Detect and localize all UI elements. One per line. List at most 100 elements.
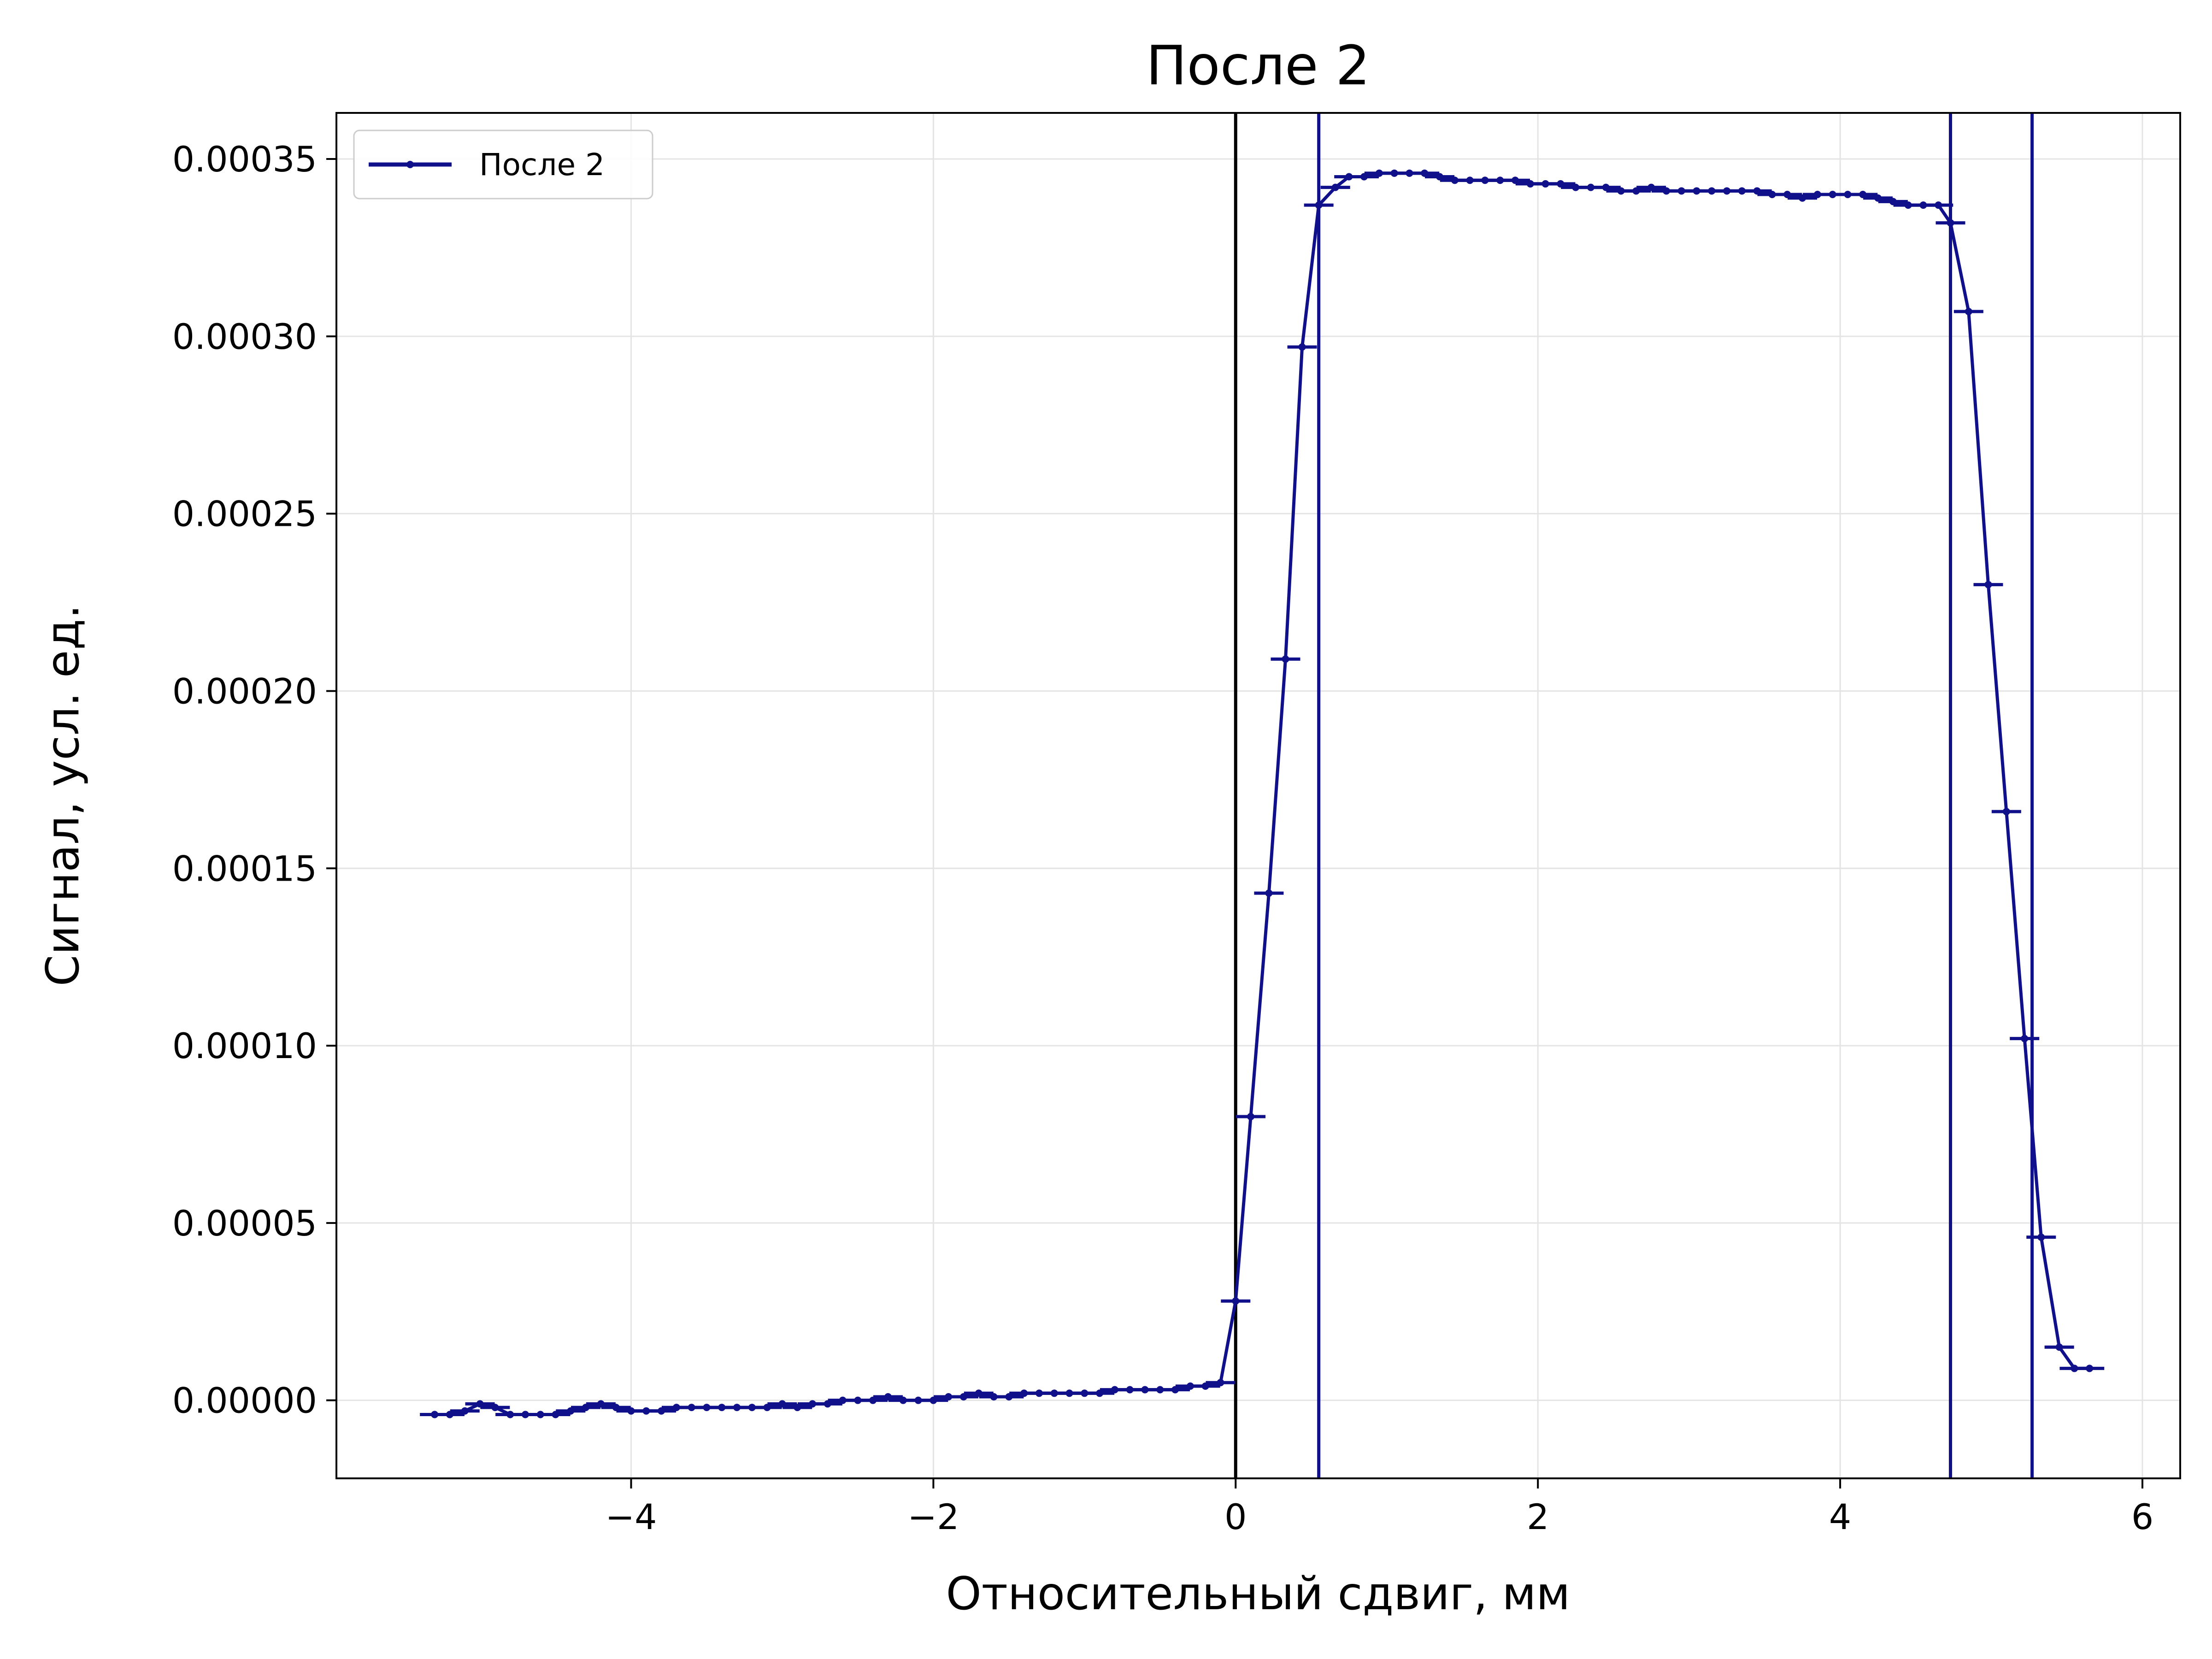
data-point [567, 1407, 575, 1415]
data-point [1436, 173, 1444, 181]
data-point [1859, 191, 1867, 199]
data-point [1126, 1386, 1134, 1394]
data-point [1156, 1386, 1164, 1394]
data-point [1723, 187, 1731, 195]
data-point [476, 1400, 484, 1408]
data-point [597, 1400, 605, 1408]
data-point [733, 1404, 741, 1412]
data-point [1829, 191, 1836, 199]
data-point [1799, 194, 1806, 202]
data-point [1783, 191, 1791, 199]
grid [336, 113, 2180, 1478]
data-point [763, 1404, 771, 1412]
data-point [854, 1396, 862, 1404]
data-point [1360, 173, 1368, 181]
x-tick-label: 2 [1527, 1496, 1549, 1537]
data-point [1813, 191, 1821, 199]
data-point [1020, 1389, 1028, 1397]
data-point [899, 1396, 907, 1404]
data-point [748, 1404, 756, 1412]
y-tick-label: 0.00000 [172, 1380, 317, 1421]
data-point [2037, 1233, 2045, 1241]
data-point [1141, 1386, 1149, 1394]
chart-title: После 2 [1146, 34, 1370, 97]
data-point [1265, 889, 1273, 897]
data-point [1186, 1382, 1194, 1390]
data-point [688, 1404, 695, 1412]
data-point [975, 1389, 982, 1397]
y-tick-label: 0.00020 [172, 671, 317, 712]
x-tick-label: 0 [1224, 1496, 1247, 1537]
data-point [506, 1411, 514, 1418]
data-point [1217, 1379, 1224, 1387]
data-point [1171, 1386, 1179, 1394]
data-point [1481, 176, 1489, 184]
data-point [1904, 201, 1912, 209]
data-point [1232, 1297, 1240, 1305]
y-tick-label: 0.00015 [172, 848, 317, 889]
data-point [1919, 201, 1927, 209]
data-point [2055, 1343, 2063, 1351]
data-point [839, 1396, 847, 1404]
data-point [1768, 191, 1776, 199]
data-point [1050, 1389, 1058, 1397]
data-point [1390, 169, 1398, 177]
data-point [612, 1404, 620, 1412]
data-point [1081, 1389, 1088, 1397]
x-axis-ticks: −4 −2 0 2 4 6 [605, 1478, 2153, 1537]
data-point [794, 1404, 801, 1412]
data-point [1282, 655, 1289, 663]
y-tick-label: 0.00030 [172, 316, 317, 357]
data-point [491, 1404, 499, 1412]
data-point [582, 1404, 590, 1412]
data-point [672, 1404, 680, 1412]
data-point [1526, 180, 1534, 188]
data-point [1005, 1393, 1013, 1400]
y-axis-ticks: 0.00000 0.00005 0.00010 0.00015 0.00020 0.000… [172, 139, 336, 1421]
data-point [959, 1393, 967, 1400]
data-point [1708, 187, 1716, 195]
data-point [1451, 176, 1459, 184]
data-point [809, 1400, 817, 1408]
data-point [824, 1400, 831, 1408]
legend-box [353, 129, 653, 200]
data-point [1632, 187, 1640, 195]
data-point [1315, 201, 1323, 209]
series-layer [420, 169, 2105, 1418]
data-point [2071, 1365, 2078, 1372]
data-point [521, 1411, 529, 1418]
x-tick-label: −2 [907, 1496, 959, 1537]
data-point [642, 1407, 650, 1415]
data-point [1874, 194, 1882, 202]
data-point [778, 1400, 786, 1408]
data-point [884, 1393, 892, 1400]
data-point [1602, 183, 1610, 191]
data-point [1677, 187, 1685, 195]
x-tick-label: 4 [1829, 1496, 1851, 1537]
data-point [1421, 169, 1429, 177]
y-axis-label: Сигнал, усл. ед. [37, 605, 89, 987]
data-point [1466, 176, 1474, 184]
data-point [1693, 187, 1700, 195]
x-tick-label: 6 [2131, 1496, 2153, 1537]
data-point [1375, 169, 1383, 177]
data-point [1965, 307, 1972, 315]
data-point [1065, 1389, 1073, 1397]
data-point [2002, 808, 2010, 816]
legend-point-marker [406, 161, 414, 168]
y-tick-label: 0.00025 [172, 494, 317, 535]
y-tick-label: 0.00005 [172, 1203, 317, 1244]
data-point [1345, 173, 1353, 181]
data-point [446, 1411, 453, 1418]
legend: После 2 [353, 129, 653, 200]
data-point [1496, 176, 1504, 184]
data-point [945, 1393, 953, 1400]
data-point [1247, 1112, 1255, 1120]
vertical-lines [1234, 113, 2034, 1478]
data-point [1647, 183, 1655, 191]
data-point [2021, 1035, 2029, 1042]
data-point [930, 1396, 937, 1404]
y-tick-label: 0.00035 [172, 139, 317, 180]
data-point [2086, 1365, 2094, 1372]
